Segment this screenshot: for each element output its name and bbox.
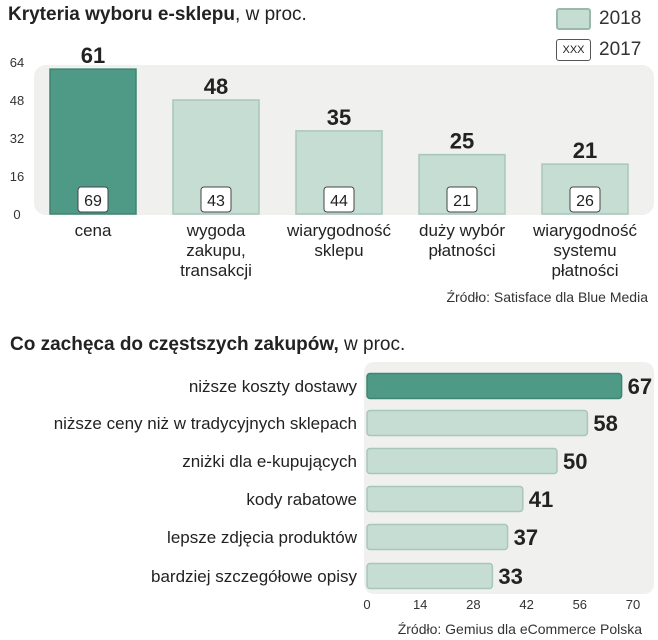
bar bbox=[366, 372, 623, 400]
legend-swatch-2018 bbox=[556, 8, 591, 30]
legend-label-2018: 2018 bbox=[599, 8, 642, 29]
x-tick-label: 56 bbox=[573, 597, 587, 612]
category-label: lepsze zdjęcia produktów bbox=[167, 528, 358, 547]
y-tick-label: 16 bbox=[10, 169, 24, 184]
chart-title-top: Kryteria wyboru e-sklepu, w proc. bbox=[8, 3, 307, 27]
data-label-2018: 48 bbox=[204, 74, 228, 99]
x-category-label: cena bbox=[75, 221, 112, 240]
category-label: niższe ceny niż w tradycyjnych sklepach bbox=[54, 414, 357, 433]
bar bbox=[366, 523, 509, 551]
x-category-label: wygoda bbox=[186, 221, 246, 240]
horizontal-bar-chart: niższe koszty dostawy 67 niższe ceny niż w… bbox=[54, 362, 654, 612]
data-label: 33 bbox=[498, 564, 522, 589]
data-label-2017: 26 bbox=[576, 193, 594, 210]
data-label: 37 bbox=[514, 525, 538, 550]
vertical-bar-chart: 0 16 32 48 64 61 69 cena 48 43 wygodazakupu,transa… bbox=[10, 43, 654, 280]
bar bbox=[366, 447, 558, 475]
x-tick-label: 0 bbox=[363, 597, 370, 612]
legend-item-2017: XXX 2017 bbox=[556, 37, 656, 63]
marker-2017 bbox=[77, 186, 109, 213]
x-category-label: sklepu bbox=[314, 241, 363, 260]
data-label-2017: 21 bbox=[453, 193, 471, 210]
data-label-2018: 35 bbox=[327, 105, 351, 130]
category-label: zniżki dla e-kupujących bbox=[182, 452, 357, 471]
marker-2017 bbox=[200, 186, 232, 213]
x-tick-label: 28 bbox=[466, 597, 480, 612]
legend: 2018 XXX 2017 bbox=[556, 6, 656, 68]
data-label-2017: 69 bbox=[84, 193, 102, 210]
y-tick-label: 48 bbox=[10, 93, 24, 108]
x-tick-label: 42 bbox=[519, 597, 533, 612]
category-label: niższe koszty dostawy bbox=[189, 377, 358, 396]
data-label: 67 bbox=[628, 374, 652, 399]
x-category-label: płatności bbox=[551, 261, 618, 280]
chart-title-top-bold: Kryteria wyboru e-sklepu bbox=[8, 4, 236, 25]
bar bbox=[366, 562, 494, 590]
data-label-2018: 21 bbox=[573, 138, 597, 163]
marker-2017 bbox=[446, 186, 478, 213]
data-label: 41 bbox=[529, 487, 553, 512]
chart-source-top: Źródło: Satisface dla Blue Media bbox=[446, 289, 648, 305]
x-tick-label: 14 bbox=[413, 597, 427, 612]
chart-title-bottom-bold: Co zachęca do częstszych zakupów, bbox=[10, 334, 339, 355]
legend-swatch-2017: XXX bbox=[556, 39, 591, 61]
x-category-label: duży wybór bbox=[419, 221, 505, 240]
chart-title-bottom: Co zachęca do częstszych zakupów, w proc… bbox=[10, 333, 405, 357]
x-tick-label: 70 bbox=[626, 597, 640, 612]
x-category-label: transakcji bbox=[180, 261, 252, 280]
data-label: 58 bbox=[593, 411, 617, 436]
x-category-label: płatności bbox=[428, 241, 495, 260]
x-category-label: systemu bbox=[553, 241, 616, 260]
x-category-label: zakupu, bbox=[186, 241, 246, 260]
legend-label-2017: 2017 bbox=[599, 39, 642, 60]
marker-2017 bbox=[569, 186, 601, 213]
marker-2017 bbox=[323, 186, 355, 213]
y-tick-label: 0 bbox=[13, 207, 20, 222]
x-category-label: wiarygodność bbox=[286, 221, 391, 240]
data-label: 50 bbox=[563, 449, 587, 474]
category-label: kody rabatowe bbox=[246, 490, 357, 509]
bar bbox=[366, 485, 524, 513]
x-category-label: wiarygodność bbox=[532, 221, 637, 240]
y-tick-label: 64 bbox=[10, 55, 24, 70]
category-label: bardziej szczegółowe opisy bbox=[151, 567, 357, 586]
chart-title-bottom-rest: w proc. bbox=[338, 334, 406, 355]
data-label-2018: 25 bbox=[450, 129, 474, 154]
y-tick-label: 32 bbox=[10, 131, 24, 146]
data-label-2017: 43 bbox=[207, 193, 225, 210]
data-label-2018: 61 bbox=[81, 43, 105, 68]
data-label-2017: 44 bbox=[330, 193, 348, 210]
legend-item-2018: 2018 bbox=[556, 6, 656, 32]
chart-source-bottom: Źródło: Gemius dla eCommerce Polska bbox=[397, 621, 642, 637]
chart-title-top-rest: , w proc. bbox=[235, 4, 307, 25]
bar bbox=[366, 409, 589, 437]
